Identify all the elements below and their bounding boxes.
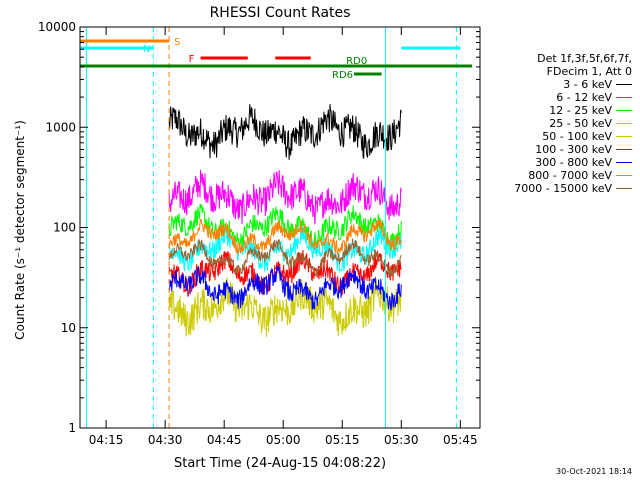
y-tick-label: 10000 xyxy=(38,20,76,34)
legend-swatch xyxy=(616,123,632,124)
series-line xyxy=(168,203,402,251)
legend-item: 6 - 12 keV xyxy=(480,91,636,104)
legend-swatch xyxy=(616,84,632,85)
x-tick-label: 05:15 xyxy=(325,433,360,447)
legend-item-label: 6 - 12 keV xyxy=(556,91,612,104)
x-axis-label: Start Time (24-Aug-15 04:08:22) xyxy=(174,456,386,471)
y-tick-label: 100 xyxy=(53,221,76,235)
series-line xyxy=(168,169,402,225)
legend-item-label: 50 - 100 keV xyxy=(542,130,612,143)
legend-swatch xyxy=(616,149,632,150)
legend-swatch xyxy=(616,97,632,98)
legend-item-label: 100 - 300 keV xyxy=(535,143,612,156)
series-line xyxy=(168,277,402,337)
axis-ticks: 04:15 04:30 04:45 05:00 05:15 05:30 05:45 1 10 10… xyxy=(38,20,480,447)
x-tick-label: 05:30 xyxy=(384,433,419,447)
legend-header-attenuator: FDecim 1, Att 0 xyxy=(546,65,632,78)
legend-item-label: 800 - 7000 keV xyxy=(528,169,612,182)
legend: Det 1f,3f,5f,6f,7f, FDecim 1, Att 0 3 - … xyxy=(480,52,636,195)
series-line xyxy=(168,238,402,278)
legend-swatch xyxy=(616,188,632,189)
legend-entries: 3 - 6 keV 6 - 12 keV 12 - 25 keV 25 - 50 ke… xyxy=(480,78,636,195)
x-tick-label: 05:00 xyxy=(266,433,301,447)
legend-header-detectors: Det 1f,3f,5f,6f,7f, xyxy=(537,52,632,65)
legend-swatch xyxy=(616,136,632,137)
legend-item-label: 3 - 6 keV xyxy=(563,78,612,91)
legend-item: 7000 - 15000 keV xyxy=(480,182,636,195)
legend-item: 12 - 25 keV xyxy=(480,104,636,117)
series-line xyxy=(168,265,402,311)
vertical-markers xyxy=(85,27,457,428)
legend-item: 300 - 800 keV xyxy=(480,156,636,169)
legend-swatch xyxy=(616,162,632,163)
x-tick-label: 04:45 xyxy=(207,433,242,447)
series-traces xyxy=(168,104,402,337)
legend-item: 800 - 7000 keV xyxy=(480,169,636,182)
y-tick-label: 10 xyxy=(61,321,76,335)
legend-item: 25 - 50 keV xyxy=(480,117,636,130)
chart-title: RHESSI Count Rates xyxy=(210,5,351,21)
legend-item: 50 - 100 keV xyxy=(480,130,636,143)
flag-label: F xyxy=(189,54,195,65)
legend-item-label: 300 - 800 keV xyxy=(535,156,612,169)
flag-label: RD6 xyxy=(332,70,353,81)
plot-timestamp: 30-Oct-2021 18:14 xyxy=(556,467,632,476)
flag-label: RD0 xyxy=(346,56,367,67)
legend-item-label: 25 - 50 keV xyxy=(549,117,612,130)
legend-item: 100 - 300 keV xyxy=(480,143,636,156)
legend-item: 3 - 6 keV xyxy=(480,78,636,91)
legend-swatch xyxy=(616,110,632,111)
flag-label: S xyxy=(174,37,180,48)
series-line xyxy=(168,104,402,160)
y-tick-label: 1000 xyxy=(45,120,76,134)
flag-label: N xyxy=(143,44,150,55)
legend-item-label: 7000 - 15000 keV xyxy=(514,182,612,195)
legend-swatch xyxy=(616,175,632,176)
y-axis-label: Count Rate (s⁻¹ detector segment⁻¹) xyxy=(13,120,27,340)
y-tick-label: 1 xyxy=(68,421,76,435)
legend-item-label: 12 - 25 keV xyxy=(549,104,612,117)
x-tick-label: 04:15 xyxy=(89,433,124,447)
series-line xyxy=(168,219,402,255)
flag-bars: S N F RD0 RD6 xyxy=(80,37,473,81)
x-tick-label: 05:45 xyxy=(443,433,478,447)
x-tick-label: 04:30 xyxy=(148,433,183,447)
